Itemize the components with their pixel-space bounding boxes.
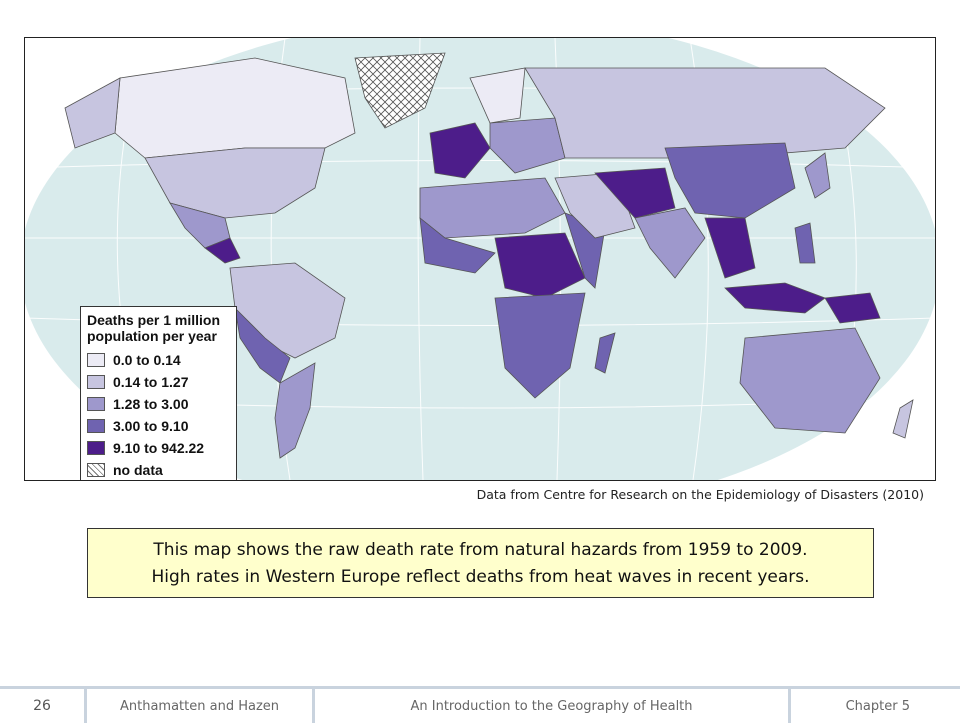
- legend-swatch: [87, 419, 105, 433]
- data-source-note: Data from Centre for Research on the Epi…: [476, 487, 924, 502]
- page-number: 26: [0, 689, 87, 723]
- greenland: [354, 52, 446, 129]
- caption-line: High rates in Western Europe reflect dea…: [151, 567, 810, 587]
- legend-label: 9.10 to 942.22: [113, 440, 205, 456]
- new-zealand: [892, 399, 914, 439]
- west-africa: [419, 217, 496, 274]
- caption-line: This map shows the raw death rate from n…: [153, 540, 808, 560]
- eastern-europe: [489, 117, 566, 174]
- alaska: [64, 77, 121, 149]
- caption-box: This map shows the raw death rate from n…: [87, 528, 874, 598]
- legend-label: 1.28 to 3.00: [113, 396, 189, 412]
- legend-swatch: [87, 375, 105, 389]
- madagascar: [594, 332, 616, 374]
- legend-item: 3.00 to 9.10: [87, 415, 230, 437]
- map-legend: Deaths per 1 million population per year…: [80, 306, 237, 480]
- scandinavia: [469, 67, 526, 124]
- legend-item: 1.28 to 3.00: [87, 393, 230, 415]
- canada: [114, 57, 356, 159]
- southern-africa: [494, 292, 586, 399]
- legend-title: Deaths per 1 million population per year: [87, 312, 221, 344]
- legend-swatch: [87, 353, 105, 367]
- legend-item: no data: [87, 459, 230, 480]
- western-europe: [429, 122, 491, 179]
- legend-swatch: [87, 397, 105, 411]
- southeast-asia: [704, 217, 756, 279]
- legend-label: 0.14 to 1.27: [113, 374, 189, 390]
- philippines: [794, 222, 816, 264]
- legend-swatch: [87, 441, 105, 455]
- legend-swatch-hatch: [87, 463, 105, 477]
- russia: [524, 67, 886, 159]
- central-america: [204, 237, 241, 264]
- new-guinea: [824, 292, 881, 324]
- legend-label: 0.0 to 0.14: [113, 352, 181, 368]
- legend-label: no data: [113, 462, 163, 478]
- footer-authors: Anthamatten and Hazen: [87, 689, 315, 723]
- slide-footer: 26 Anthamatten and Hazen An Introduction…: [0, 686, 960, 723]
- central-africa: [494, 232, 586, 299]
- legend-item: 9.10 to 942.22: [87, 437, 230, 459]
- legend-item: 0.0 to 0.14: [87, 349, 230, 371]
- world-map: Deaths per 1 million population per year…: [24, 37, 936, 481]
- footer-book-title: An Introduction to the Geography of Heal…: [315, 689, 791, 723]
- japan: [804, 152, 831, 199]
- india: [634, 207, 706, 279]
- south-america-south: [274, 362, 316, 459]
- indonesia: [724, 282, 826, 314]
- legend-label: 3.00 to 9.10: [113, 418, 189, 434]
- australia: [739, 327, 881, 434]
- iran-afghanistan: [594, 167, 676, 219]
- footer-chapter: Chapter 5: [845, 698, 910, 714]
- legend-item: 0.14 to 1.27: [87, 371, 230, 393]
